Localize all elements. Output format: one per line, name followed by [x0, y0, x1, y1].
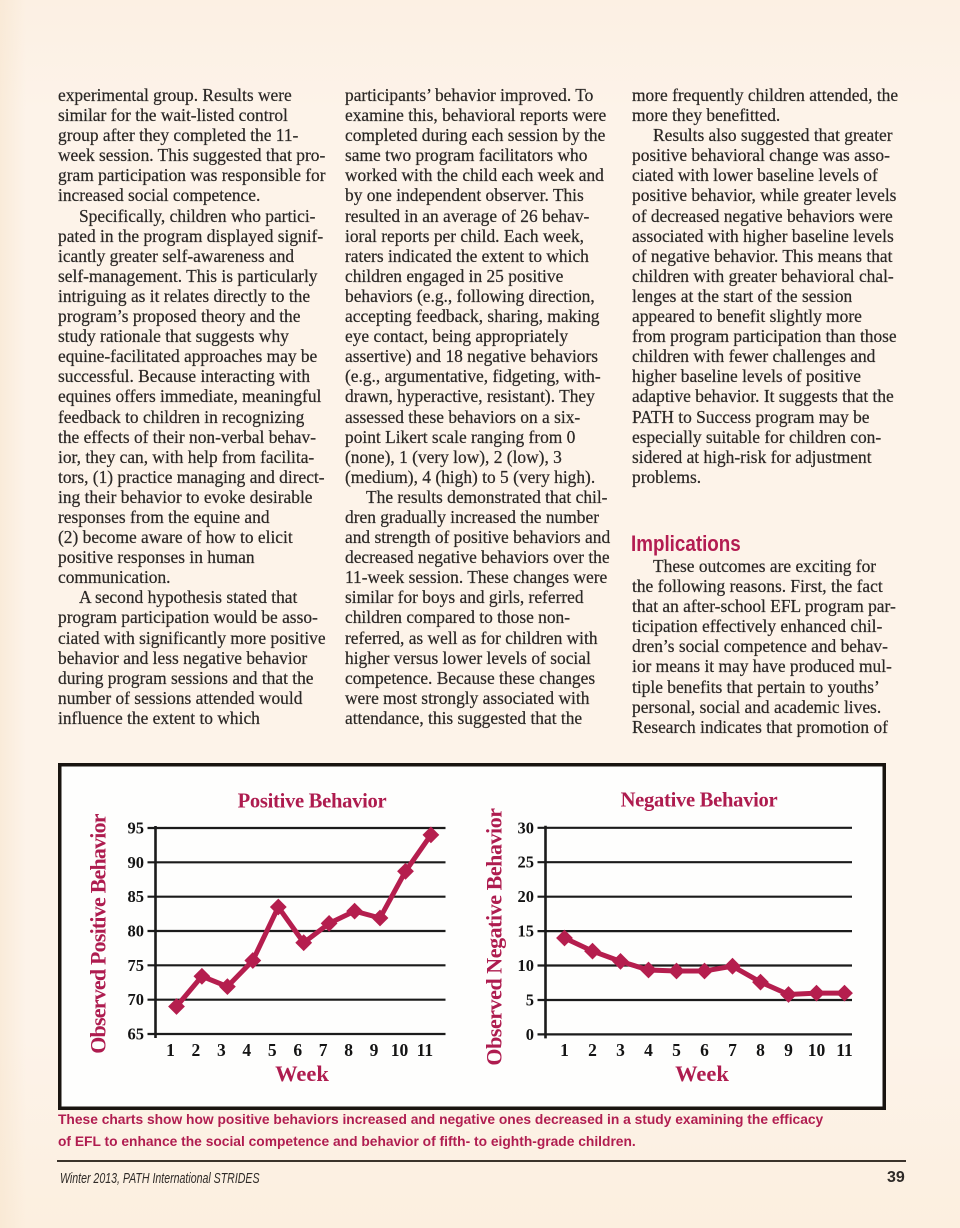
svg-text:80: 80: [128, 922, 145, 941]
svg-text:9: 9: [784, 1040, 793, 1060]
svg-text:Negative Behavior: Negative Behavior: [621, 790, 778, 812]
svg-text:10: 10: [391, 1040, 409, 1060]
svg-text:1: 1: [560, 1040, 569, 1060]
svg-text:6: 6: [293, 1040, 302, 1060]
svg-text:3: 3: [616, 1040, 625, 1060]
svg-text:7: 7: [319, 1040, 328, 1060]
svg-text:20: 20: [518, 887, 535, 906]
svg-text:11: 11: [417, 1040, 434, 1060]
svg-text:95: 95: [128, 819, 145, 838]
svg-text:4: 4: [242, 1040, 251, 1060]
svg-text:10: 10: [808, 1040, 826, 1060]
svg-text:9: 9: [370, 1040, 379, 1060]
svg-text:1: 1: [166, 1040, 175, 1060]
svg-text:10: 10: [518, 956, 535, 975]
svg-text:75: 75: [128, 956, 145, 975]
svg-text:4: 4: [644, 1040, 653, 1060]
svg-text:Positive Behavior: Positive Behavior: [238, 791, 387, 813]
svg-text:3: 3: [217, 1040, 226, 1060]
svg-text:85: 85: [128, 887, 145, 906]
svg-text:5: 5: [268, 1040, 277, 1060]
svg-text:2: 2: [588, 1040, 597, 1060]
svg-text:2: 2: [192, 1040, 201, 1060]
svg-text:8: 8: [756, 1040, 765, 1060]
svg-text:65: 65: [128, 1025, 145, 1044]
svg-text:Week: Week: [275, 1061, 329, 1086]
svg-text:5: 5: [672, 1040, 681, 1060]
svg-text:15: 15: [518, 922, 535, 941]
svg-text:90: 90: [128, 853, 145, 872]
svg-text:Observed Negative Behavior: Observed Negative Behavior: [482, 808, 507, 1066]
svg-text:8: 8: [344, 1040, 353, 1060]
svg-text:25: 25: [518, 853, 535, 872]
svg-text:70: 70: [128, 990, 145, 1009]
svg-text:6: 6: [700, 1040, 709, 1060]
svg-text:0: 0: [526, 1025, 534, 1044]
svg-text:7: 7: [728, 1040, 737, 1060]
svg-text:Observed Positive Behavior: Observed Positive Behavior: [86, 813, 111, 1054]
svg-text:Week: Week: [675, 1061, 729, 1086]
svg-text:5: 5: [526, 991, 534, 1010]
svg-text:30: 30: [518, 818, 535, 837]
svg-text:11: 11: [836, 1040, 853, 1060]
